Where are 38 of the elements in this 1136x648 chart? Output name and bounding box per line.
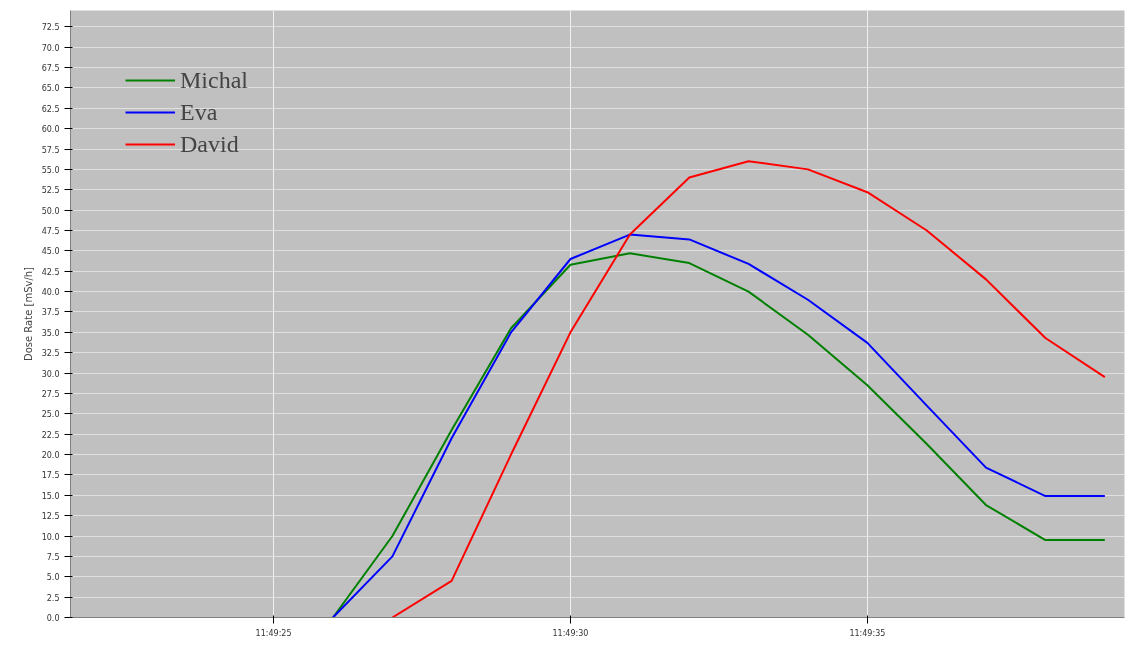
y-tick-label: 7.5 [46,552,60,562]
y-tick-label: 52.5 [41,186,60,196]
y-tick-label: 57.5 [41,145,60,155]
x-tick-label: 11:49:25 [255,628,292,638]
y-tick-label: 35.0 [41,328,60,338]
y-tick-label: 0.0 [46,614,60,623]
y-tick-label: 12.5 [41,512,60,522]
y-tick-label: 37.5 [41,308,60,318]
y-tick-label: 15.0 [41,491,60,501]
y-tick-label: 45.0 [41,247,60,257]
y-axis-title: Dose Rate [mSv/h] [22,266,34,361]
y-tick-label: 47.5 [41,226,60,236]
y-tick-label: 40.0 [41,288,60,298]
y-tick-label: 62.5 [41,104,60,114]
line-series [391,160,1106,618]
legend-label: Eva [180,97,218,127]
y-tick-label: 2.5 [46,593,60,603]
y-tick-label: 22.5 [41,430,60,440]
y-tick-label: 17.5 [41,471,60,481]
y-tick-label: 5.0 [46,573,60,583]
x-tick-label: 11:49:30 [552,628,589,638]
y-tick-label: 25.0 [41,410,60,420]
y-tick-label: 70.0 [41,43,60,53]
y-tick-label: 65.0 [41,84,60,94]
y-tick-label: 50.0 [41,206,60,216]
y-tick-label: 10.0 [41,532,60,542]
legend-label: David [180,129,239,159]
y-tick-label: 42.5 [41,267,60,277]
y-tick-label: 55.0 [41,165,60,175]
y-tick-label: 30.0 [41,369,60,379]
y-tick-label: 60.0 [41,125,60,135]
y-tick-label: 32.5 [41,349,60,359]
x-tick-label: 11:49:35 [849,628,886,638]
legend-label: Michal [180,65,248,95]
y-tick-label: 27.5 [41,389,60,399]
y-tick-label: 72.5 [41,23,60,33]
y-tick-label: 67.5 [41,64,60,74]
y-tick-label: 20.0 [41,451,60,461]
